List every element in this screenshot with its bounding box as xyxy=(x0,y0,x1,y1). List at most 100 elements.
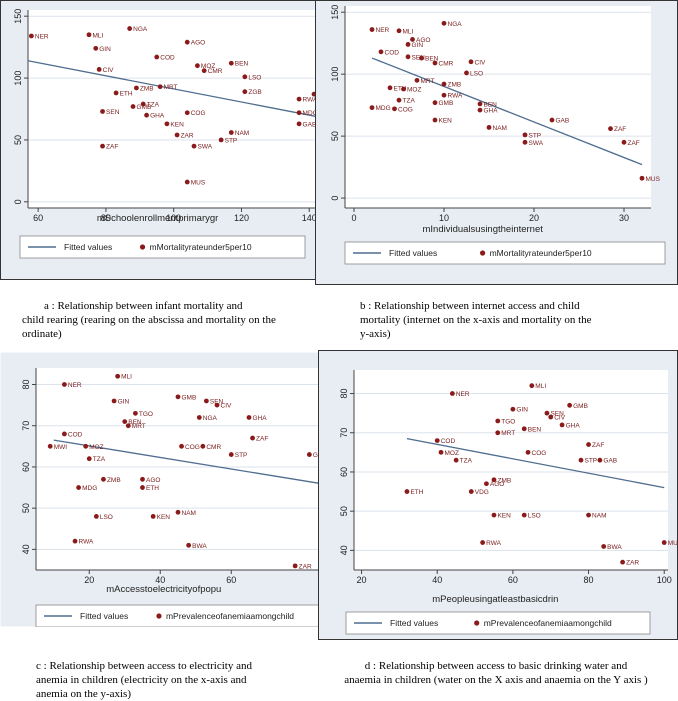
x-tick-label: 20 xyxy=(84,575,94,585)
point-label: ZAF xyxy=(106,144,118,151)
caption-c-line-2: anemia in children (electricity on the x… xyxy=(36,674,247,686)
point-label: ZAF xyxy=(256,436,268,443)
point-label: ETH xyxy=(394,85,407,92)
point-label: GMB xyxy=(573,403,588,410)
point-label: MRT xyxy=(164,84,178,91)
point-label: ETH xyxy=(120,90,133,97)
panel-d: 40 50 60 70 80 20 40 60 80 100 mPeopleusingatleast… xyxy=(318,350,678,640)
fitted-line xyxy=(371,57,643,166)
caption-a: a : Relationship between infant mortalit… xyxy=(22,299,314,341)
caption-d-line-1: d : Relationship between access to basic… xyxy=(364,660,628,672)
data-point xyxy=(387,85,393,91)
point-label: MLI xyxy=(535,383,546,390)
point-label: NAM xyxy=(235,130,249,137)
data-point xyxy=(510,406,516,412)
point-label: AGO xyxy=(191,40,205,47)
caption-c-line-3: anemia on the y-axis) xyxy=(36,688,131,700)
data-point xyxy=(113,90,119,96)
data-point xyxy=(404,489,410,494)
legend-point-label: mPrevalenceofanemiaamongchild xyxy=(166,611,294,621)
data-point xyxy=(597,457,603,463)
x-tick-label: 60 xyxy=(226,575,236,585)
y-tick-label: 0 xyxy=(13,199,23,204)
data-point xyxy=(184,110,190,116)
point-label: MLI xyxy=(92,32,103,39)
data-point xyxy=(186,542,192,548)
point-label: COD xyxy=(160,55,175,62)
legend-box xyxy=(344,241,666,265)
caption-c-line-1: c : Relationship between access to elect… xyxy=(36,660,252,672)
point-label: GAB xyxy=(603,458,617,465)
data-point xyxy=(200,443,206,449)
data-point xyxy=(127,26,133,31)
data-point xyxy=(228,130,234,135)
point-label: CIV xyxy=(103,67,115,74)
point-label: MDG xyxy=(82,485,97,492)
x-tick-label: 100 xyxy=(657,575,672,585)
data-point xyxy=(28,33,34,39)
legend-point-label: mMortalityrateunder5per10 xyxy=(490,248,592,258)
point-label: TZA xyxy=(460,458,473,465)
point-label: TZA xyxy=(403,98,416,105)
data-point xyxy=(93,45,99,51)
y-tick-label: 50 xyxy=(13,135,23,145)
data-point xyxy=(242,89,248,95)
point-label: LSO xyxy=(248,74,261,81)
x-tick-label: 20 xyxy=(357,575,367,585)
point-label: KEN xyxy=(497,513,511,520)
legend-fitted-label: Fitted values xyxy=(80,611,128,621)
point-label: MWI xyxy=(54,444,68,451)
data-point xyxy=(369,27,375,32)
data-point xyxy=(214,402,220,408)
point-label: COG xyxy=(191,110,206,117)
data-point xyxy=(292,563,298,569)
legend-fitted-label: Fitted values xyxy=(64,242,112,252)
point-label: MLI xyxy=(121,374,132,381)
plot-area xyxy=(345,6,651,208)
point-label: BEN xyxy=(235,61,249,68)
point-label: GIN xyxy=(412,42,424,49)
data-point xyxy=(529,383,535,389)
point-label: MRT xyxy=(421,78,435,85)
point-label: SWA xyxy=(529,140,544,147)
point-label: AGO xyxy=(490,481,504,488)
point-label: NAM xyxy=(592,513,606,520)
point-label: GAB xyxy=(313,452,322,459)
data-point xyxy=(122,419,128,424)
data-point xyxy=(228,60,234,66)
data-point xyxy=(449,391,455,396)
data-point xyxy=(486,125,492,130)
caption-a-line-1: a : Relationship between infant mortalit… xyxy=(44,300,243,312)
data-point xyxy=(621,139,627,145)
point-label: TGO xyxy=(139,411,153,418)
data-point xyxy=(521,512,527,518)
data-point xyxy=(93,514,99,519)
data-point xyxy=(639,175,645,181)
legend-point-swatch xyxy=(156,613,162,619)
data-point xyxy=(296,110,302,116)
legend-point-label: mPrevalenceofanemiaamongchild xyxy=(484,618,612,628)
point-label: COG xyxy=(532,450,547,457)
y-tick-label: 0 xyxy=(330,196,340,201)
point-label: MDG xyxy=(303,110,318,117)
data-point xyxy=(453,457,459,463)
point-label: CIV xyxy=(554,415,566,422)
x-tick-label: 60 xyxy=(33,213,43,223)
point-label: GHA xyxy=(150,113,165,120)
y-tick-label: 50 xyxy=(339,506,349,516)
data-point xyxy=(432,117,438,123)
point-label: GMB xyxy=(137,104,152,111)
point-label: SEN xyxy=(550,411,564,418)
data-point xyxy=(586,442,591,447)
point-label: MLI xyxy=(403,28,414,35)
point-label: COD xyxy=(385,49,400,56)
y-tick-label: 60 xyxy=(339,467,349,477)
data-point xyxy=(175,509,181,515)
point-label: ETH xyxy=(146,485,159,492)
data-point xyxy=(140,476,145,482)
legend-box xyxy=(35,604,322,627)
caption-c: c : Relationship between access to elect… xyxy=(36,659,306,701)
point-label: MDG xyxy=(376,105,391,112)
point-label: ZMB xyxy=(448,82,462,89)
data-point xyxy=(441,20,447,26)
